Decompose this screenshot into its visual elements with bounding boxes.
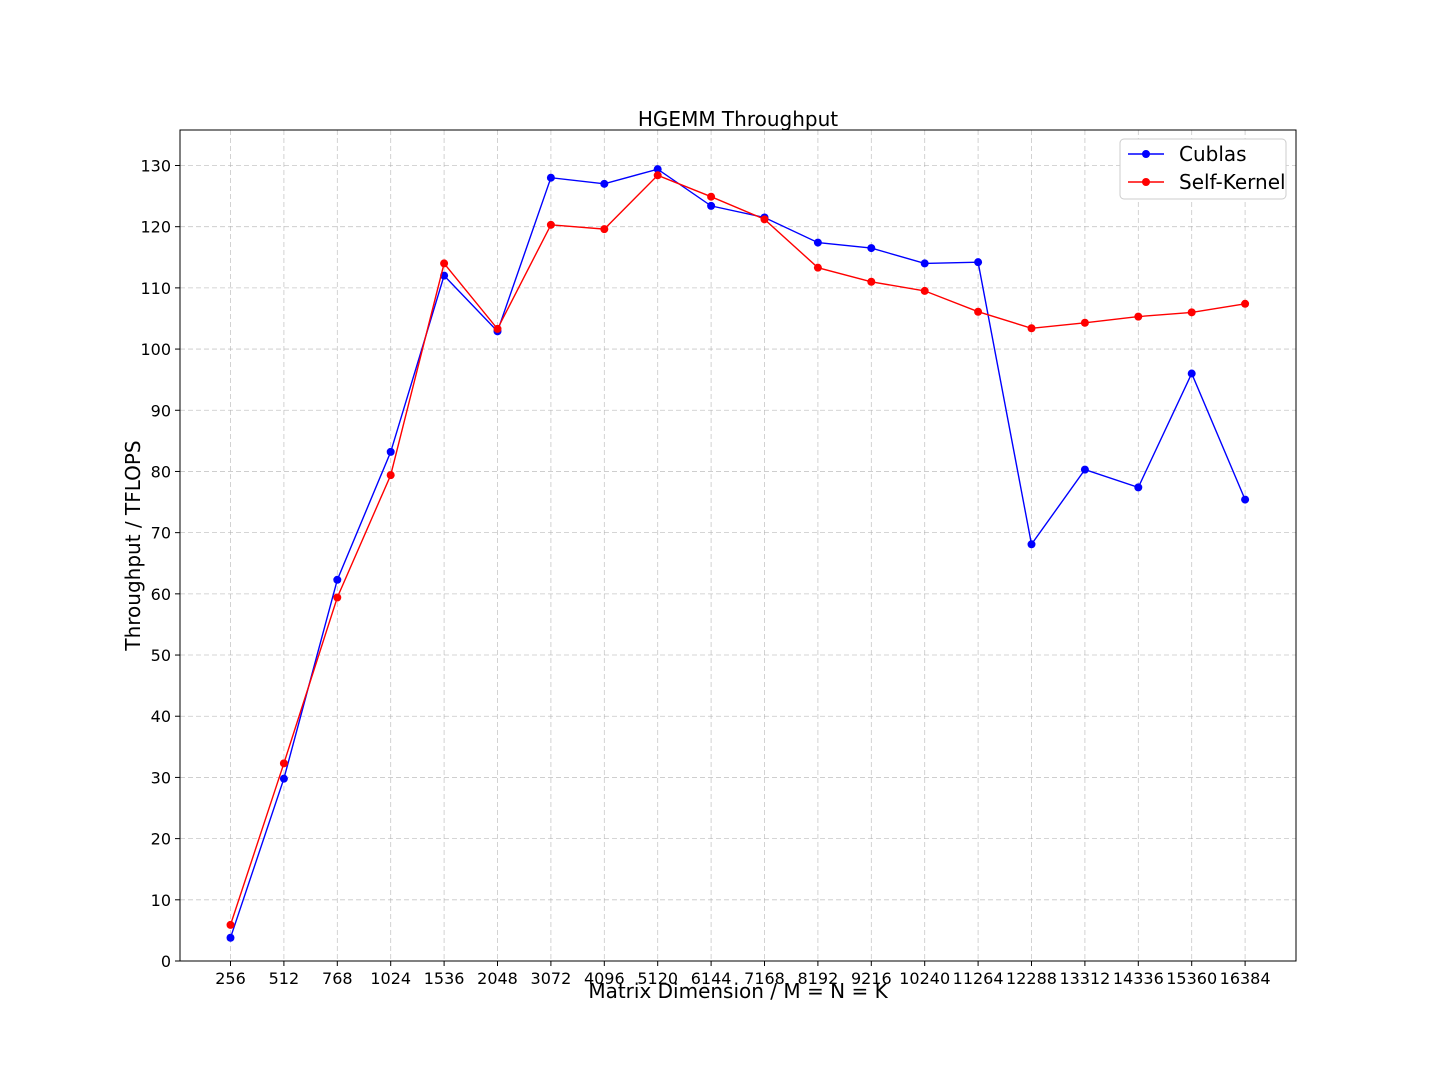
data-point <box>1027 540 1036 549</box>
x-tick-label: 2048 <box>477 969 518 988</box>
x-axis-ticks: 256 512 768 1024 1536 2048 3072 4096 5120 6144 716… <box>215 961 1271 988</box>
x-tick-label: 8192 <box>798 969 839 988</box>
data-point <box>813 238 822 247</box>
data-point <box>226 920 235 929</box>
data-point <box>1187 308 1196 317</box>
data-point <box>440 259 449 268</box>
y-tick-label: 40 <box>151 707 171 726</box>
series-line <box>229 168 1246 938</box>
legend-swatch-marker <box>1142 150 1150 158</box>
data-point <box>1241 299 1250 308</box>
data-point <box>1134 312 1143 321</box>
x-tick-label: 13312 <box>1059 969 1110 988</box>
plot-area-frame <box>179 129 1297 962</box>
series-line <box>229 174 1246 926</box>
x-axis-label: Matrix Dimension / M = N = K <box>588 979 888 1003</box>
y-tick-label: 130 <box>140 156 171 175</box>
data-point <box>333 593 342 602</box>
data-point <box>653 165 662 174</box>
x-tick-label: 6144 <box>691 969 732 988</box>
data-point <box>707 192 716 201</box>
y-tick-label: 30 <box>151 768 171 787</box>
data-point <box>600 225 609 234</box>
data-point <box>333 575 342 584</box>
data-point <box>974 258 983 267</box>
data-point <box>867 277 876 286</box>
y-tick-label: 110 <box>140 279 171 298</box>
data-point <box>867 244 876 253</box>
x-tick-label: 7168 <box>744 969 785 988</box>
legend-swatch-marker <box>1142 178 1150 186</box>
data-point <box>653 171 662 180</box>
data-point <box>600 179 609 188</box>
x-tick-label: 5120 <box>637 969 678 988</box>
x-tick-label: 9216 <box>851 969 892 988</box>
data-point <box>813 263 822 272</box>
data-point <box>1080 465 1089 474</box>
y-tick-label: 10 <box>151 891 171 910</box>
data-point <box>707 201 716 210</box>
y-tick-label: 70 <box>151 524 171 543</box>
series-cublas <box>226 165 1250 942</box>
y-tick-label: 120 <box>140 218 171 237</box>
data-point <box>386 471 395 480</box>
y-tick-label: 100 <box>140 340 171 359</box>
x-tick-label: 3072 <box>531 969 572 988</box>
series-self-kernel <box>226 171 1250 929</box>
data-point <box>279 759 288 768</box>
y-tick-label: 80 <box>151 462 171 481</box>
data-point <box>1080 318 1089 327</box>
y-tick-label: 50 <box>151 646 171 665</box>
series-layer <box>226 165 1250 942</box>
data-point <box>974 307 983 316</box>
data-point <box>760 215 769 224</box>
data-point <box>386 447 395 456</box>
x-tick-label: 768 <box>322 969 353 988</box>
y-axis-ticks: 0 10 20 30 40 50 60 70 80 90 100 110 120 130 <box>140 156 180 971</box>
y-axis-label: Throughput / TFLOPS <box>121 440 145 651</box>
legend-entry: Cublas <box>1128 142 1247 166</box>
y-tick-label: 20 <box>151 830 171 849</box>
data-point <box>920 286 929 295</box>
x-tick-label: 14336 <box>1113 969 1164 988</box>
legend-entry: Self-Kernel <box>1128 170 1286 194</box>
y-tick-label: 90 <box>151 401 171 420</box>
y-tick-label: 60 <box>151 585 171 604</box>
legend-label: Cublas <box>1179 142 1247 166</box>
legend: Cublas Self-Kernel <box>1119 138 1287 200</box>
data-point <box>279 774 288 783</box>
x-tick-label: 1536 <box>424 969 465 988</box>
data-point <box>546 220 555 229</box>
x-tick-label: 512 <box>269 969 300 988</box>
chart-title: HGEMM Throughput <box>638 107 838 131</box>
x-tick-label: 1024 <box>370 969 411 988</box>
x-tick-label: 10240 <box>899 969 950 988</box>
data-point <box>1187 369 1196 378</box>
data-point <box>1134 483 1143 492</box>
grid-lines <box>180 130 1296 962</box>
data-point <box>546 173 555 182</box>
legend-label: Self-Kernel <box>1179 170 1286 194</box>
data-point <box>1241 495 1250 504</box>
x-tick-label: 12288 <box>1006 969 1057 988</box>
x-tick-label: 4096 <box>584 969 625 988</box>
x-tick-label: 15360 <box>1166 969 1217 988</box>
x-tick-label: 16384 <box>1220 969 1271 988</box>
data-point <box>920 259 929 268</box>
x-tick-label: 256 <box>215 969 246 988</box>
x-tick-label: 11264 <box>953 969 1004 988</box>
data-point <box>493 324 502 333</box>
data-point <box>226 933 235 942</box>
y-tick-label: 0 <box>161 952 171 971</box>
data-point <box>1027 324 1036 333</box>
